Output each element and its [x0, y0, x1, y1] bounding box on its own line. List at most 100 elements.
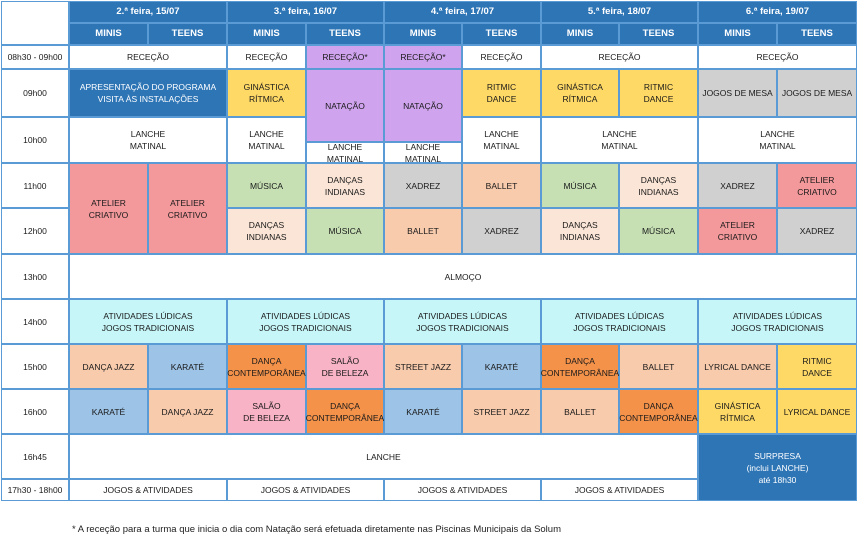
activity-cell: KARATÉ: [69, 389, 148, 434]
activity-cell: ATELIER CRIATIVO: [148, 163, 227, 254]
activity-cell: ATELIER CRIATIVO: [69, 163, 148, 254]
activity-cell: DANÇAS INDIANAS: [541, 208, 619, 254]
time-slot: 09h00: [1, 69, 69, 117]
activity-cell: BALLET: [384, 208, 462, 254]
activity-cell: RECEÇÃO: [227, 45, 306, 69]
activity-cell: XADREZ: [462, 208, 541, 254]
activity-cell: DANÇA JAZZ: [148, 389, 227, 434]
activity-cell: GINÁSTICA RÍTMICA: [541, 69, 619, 117]
time-slot: 16h00: [1, 389, 69, 434]
activity-cell: JOGOS DE MESA: [777, 69, 857, 117]
activity-cell: RECEÇÃO: [541, 45, 698, 69]
activity-cell: RECEÇÃO*: [306, 45, 384, 69]
day-header-2: 3.ª feira, 16/07: [227, 1, 384, 23]
activity-cell: KARATÉ: [148, 344, 227, 389]
activity-cell: KARATÉ: [462, 344, 541, 389]
activity-cell: LANCHE MATINAL: [698, 117, 857, 163]
time-slot: 08h30 - 09h00: [1, 45, 69, 69]
activity-cell: LANCHE: [69, 434, 698, 479]
activity-cell: RITMIC DANCE: [619, 69, 698, 117]
time-slot: 14h00: [1, 299, 69, 344]
activity-cell: MÚSICA: [619, 208, 698, 254]
activity-cell: RITMIC DANCE: [777, 344, 857, 389]
activity-cell: NATAÇÃO: [384, 69, 462, 143]
activity-cell: GINÁSTICA RÍTMICA: [698, 389, 777, 434]
activity-cell: ATELIER CRIATIVO: [698, 208, 777, 254]
activity-cell: DANÇA CONTEMPORÂNEA: [541, 344, 619, 389]
activity-cell: XADREZ: [384, 163, 462, 208]
activity-cell: LYRICAL DANCE: [777, 389, 857, 434]
activity-cell: STREET JAZZ: [462, 389, 541, 434]
group-header-teens: TEENS: [777, 23, 857, 45]
day-header-4: 5.ª feira, 18/07: [541, 1, 698, 23]
activity-cell: MÚSICA: [541, 163, 619, 208]
activity-cell: DANÇAS INDIANAS: [227, 208, 306, 254]
activity-cell: ALMOÇO: [69, 254, 857, 299]
activity-cell: DANÇAS INDIANAS: [306, 163, 384, 208]
activity-cell: RECEÇÃO: [462, 45, 541, 69]
activity-cell: XADREZ: [698, 163, 777, 208]
activity-cell: GINÁSTICA RÍTMICA: [227, 69, 306, 117]
activity-cell: DANÇAS INDIANAS: [619, 163, 698, 208]
activity-cell: ATIVIDADES LÚDICAS JOGOS TRADICIONAIS: [69, 299, 227, 344]
schedule-grid: 2.ª feira, 15/07 3.ª feira, 16/07 4.ª feir…: [1, 1, 857, 501]
day-header-1: 2.ª feira, 15/07: [69, 1, 227, 23]
group-header-teens: TEENS: [462, 23, 541, 45]
activity-cell: JOGOS & ATIVIDADES: [227, 479, 384, 501]
time-slot: 16h45: [1, 434, 69, 479]
group-header-minis: MINIS: [227, 23, 306, 45]
activity-cell: XADREZ: [777, 208, 857, 254]
activity-cell: MÚSICA: [227, 163, 306, 208]
activity-cell: RECEÇÃO*: [384, 45, 462, 69]
activity-cell: LANCHE MATINAL: [384, 142, 462, 164]
activity-cell: ATIVIDADES LÚDICAS JOGOS TRADICIONAIS: [698, 299, 857, 344]
activity-cell: NATAÇÃO: [306, 69, 384, 143]
day-header-5: 6.ª feira, 19/07: [698, 1, 857, 23]
time-slot: 17h30 - 18h00: [1, 479, 69, 501]
activity-cell: LANCHE MATINAL: [227, 117, 306, 163]
activity-cell: SALÃO DE BELEZA: [227, 389, 306, 434]
footnote: * A receção para a turma que inicia o di…: [72, 524, 561, 535]
activity-cell: LYRICAL DANCE: [698, 344, 777, 389]
activity-cell: SALÃO DE BELEZA: [306, 344, 384, 389]
group-header-teens: TEENS: [148, 23, 227, 45]
activity-cell: RITMIC DANCE: [462, 69, 541, 117]
activity-cell: JOGOS & ATIVIDADES: [384, 479, 541, 501]
group-header-teens: TEENS: [619, 23, 698, 45]
time-slot: 10h00: [1, 117, 69, 163]
activity-cell: RECEÇÃO: [69, 45, 227, 69]
activity-cell: LANCHE MATINAL: [462, 117, 541, 163]
activity-cell: JOGOS & ATIVIDADES: [541, 479, 698, 501]
activity-cell: BALLET: [619, 344, 698, 389]
group-header-minis: MINIS: [541, 23, 619, 45]
group-header-minis: MINIS: [698, 23, 777, 45]
activity-cell: RECEÇÃO: [698, 45, 857, 69]
activity-cell: LANCHE MATINAL: [306, 142, 384, 164]
activity-cell: LANCHE MATINAL: [69, 117, 227, 163]
group-header-minis: MINIS: [69, 23, 148, 45]
activity-cell: LANCHE MATINAL: [541, 117, 698, 163]
group-header-minis: MINIS: [384, 23, 462, 45]
activity-cell: STREET JAZZ: [384, 344, 462, 389]
activity-cell: DANÇA CONTEMPORÂNEA: [619, 389, 698, 434]
activity-cell: BALLET: [462, 163, 541, 208]
activity-cell: BALLET: [541, 389, 619, 434]
activity-cell: SURPRESA (inclui LANCHE) até 18h30: [698, 434, 857, 501]
activity-cell: DANÇA CONTEMPORÂNEA: [227, 344, 306, 389]
activity-cell: KARATÉ: [384, 389, 462, 434]
activity-cell: JOGOS & ATIVIDADES: [69, 479, 227, 501]
group-header-teens: TEENS: [306, 23, 384, 45]
day-header-3: 4.ª feira, 17/07: [384, 1, 541, 23]
activity-cell: DANÇA JAZZ: [69, 344, 148, 389]
time-slot: 15h00: [1, 344, 69, 389]
activity-cell: MÚSICA: [306, 208, 384, 254]
time-slot: 12h00: [1, 208, 69, 254]
activity-cell: ATIVIDADES LÚDICAS JOGOS TRADICIONAIS: [384, 299, 541, 344]
activity-cell: DANÇA CONTEMPORÂNEA: [306, 389, 384, 434]
corner-cell: [1, 1, 69, 45]
activity-cell: JOGOS DE MESA: [698, 69, 777, 117]
activity-cell: ATIVIDADES LÚDICAS JOGOS TRADICIONAIS: [227, 299, 384, 344]
activity-cell: ATELIER CRIATIVO: [777, 163, 857, 208]
activity-cell: ATIVIDADES LÚDICAS JOGOS TRADICIONAIS: [541, 299, 698, 344]
time-slot: 13h00: [1, 254, 69, 299]
